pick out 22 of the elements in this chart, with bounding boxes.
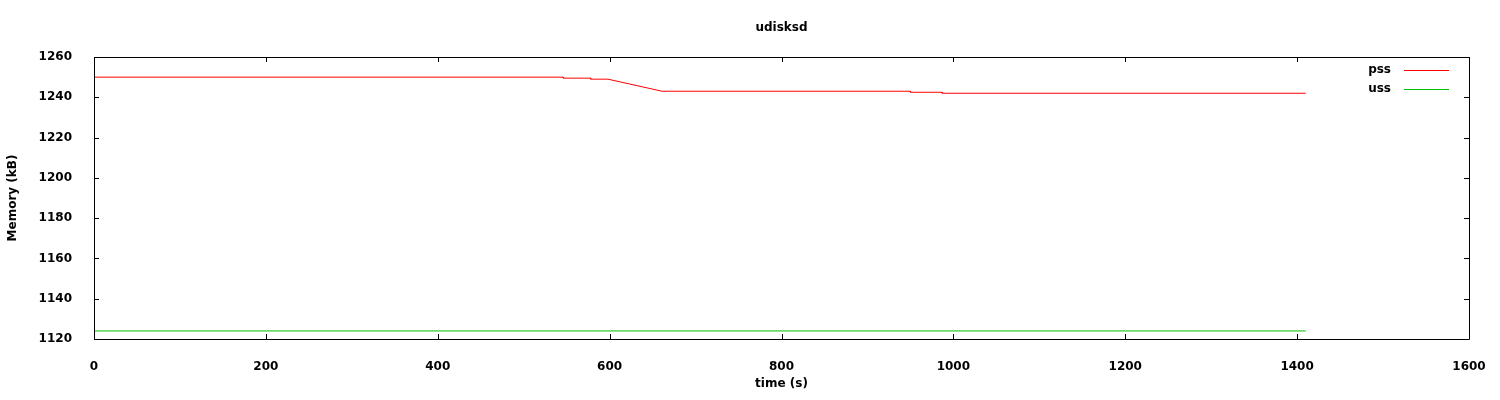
legend-label: pss: [1368, 62, 1391, 77]
x-tick-label: 600: [597, 359, 623, 374]
y-tick-label: 1140: [38, 290, 72, 305]
y-tick-label: 1260: [38, 49, 72, 64]
y-tick-label: 1180: [38, 210, 72, 225]
x-tick-label: 400: [425, 359, 451, 374]
x-axis-title: time (s): [755, 375, 808, 390]
x-tick-label: 800: [768, 359, 795, 374]
x-tick-label: 1600: [1452, 359, 1486, 374]
y-axis-title: Memory (kB): [5, 154, 20, 242]
x-tick-label: 200: [253, 359, 279, 374]
x-tick-label: 1000: [936, 359, 971, 374]
y-tick-label: 1220: [38, 129, 72, 144]
y-tick-label: 1160: [38, 250, 72, 265]
x-tick-label: 0: [89, 359, 99, 374]
y-tick-label: 1240: [38, 89, 72, 104]
y-tick-label: 1200: [38, 169, 72, 184]
chart-title: udisksd: [755, 20, 808, 35]
legend-label: uss: [1368, 81, 1391, 96]
x-tick-label: 1400: [1280, 359, 1314, 374]
y-tick-label: 1120: [38, 331, 72, 346]
x-tick-label: 1200: [1108, 359, 1142, 374]
